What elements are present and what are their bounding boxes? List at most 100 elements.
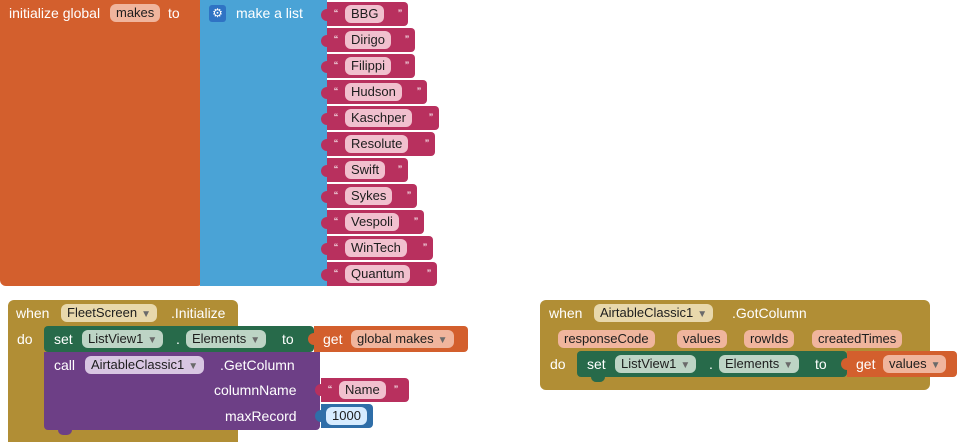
get-label: get xyxy=(856,356,876,372)
chevron-down-icon: ▼ xyxy=(437,335,448,346)
text-block-tab xyxy=(321,113,328,125)
to-label: to xyxy=(815,356,827,372)
list-item-text-block[interactable]: “ WinTech ” xyxy=(327,236,433,260)
column-name-value[interactable]: Name xyxy=(339,381,386,399)
list-item-text-block[interactable]: “ Filippi ” xyxy=(327,54,415,78)
list-item-value[interactable]: Swift xyxy=(345,161,386,179)
max-record-number-block[interactable]: 1000 xyxy=(321,404,373,428)
open-quote-icon: “ xyxy=(328,383,332,397)
text-block-tab xyxy=(315,384,322,396)
column-name-text-block[interactable]: “ Name ” xyxy=(321,378,409,402)
get-global-makes-block[interactable]: get global makes ▼ xyxy=(314,326,468,352)
list-item-text-block[interactable]: “ Resolute ” xyxy=(327,132,435,156)
list-item-value[interactable]: Sykes xyxy=(345,187,393,205)
call-block-notch xyxy=(58,429,72,435)
get-values-block[interactable]: get values ▼ xyxy=(847,351,957,377)
close-quote-icon: ” xyxy=(423,241,427,255)
text-block-tab xyxy=(321,217,328,229)
list-item-value[interactable]: Hudson xyxy=(345,83,402,101)
do-label: do xyxy=(17,331,33,347)
chevron-down-icon: ▼ xyxy=(697,309,708,320)
text-block-tab xyxy=(321,269,328,281)
list-item-text-block[interactable]: “ Quantum ” xyxy=(327,262,437,286)
param-created-times[interactable]: createdTimes xyxy=(812,330,903,348)
gear-icon[interactable]: ⚙ xyxy=(209,5,226,22)
chevron-down-icon: ▼ xyxy=(141,309,151,320)
get-label: get xyxy=(323,331,343,347)
list-item-text-block[interactable]: “ Hudson ” xyxy=(327,80,427,104)
chevron-down-icon: ▼ xyxy=(783,360,794,371)
param-row-ids[interactable]: rowIds xyxy=(744,330,795,348)
list-item-value[interactable]: Resolute xyxy=(345,135,409,153)
list-item-value[interactable]: BBG xyxy=(345,5,385,23)
list-item-text-block[interactable]: “ BBG ” xyxy=(327,2,408,26)
text-block-tab xyxy=(321,35,328,47)
get-variable-dropdown[interactable]: global makes ▼ xyxy=(351,330,454,348)
when-label: when xyxy=(16,305,50,321)
list-item-text-block[interactable]: “ Sykes ” xyxy=(327,184,417,208)
set-label: set xyxy=(587,356,606,372)
list-item-value[interactable]: Quantum xyxy=(345,265,411,283)
close-quote-icon: ” xyxy=(417,85,421,99)
text-block-tab xyxy=(321,191,328,203)
when-label: when xyxy=(549,305,583,321)
open-quote-icon: “ xyxy=(334,267,338,281)
property-dropdown[interactable]: Elements ▼ xyxy=(719,355,800,373)
list-item-value[interactable]: Vespoli xyxy=(345,213,399,231)
close-quote-icon: ” xyxy=(405,59,409,73)
list-item-value[interactable]: Kaschper xyxy=(345,109,412,127)
max-record-value[interactable]: 1000 xyxy=(326,407,367,425)
method-name: .GetColumn xyxy=(220,357,295,373)
call-label: call xyxy=(54,357,76,373)
open-quote-icon: “ xyxy=(334,111,338,125)
close-quote-icon: ” xyxy=(398,163,402,177)
chevron-down-icon: ▼ xyxy=(188,361,199,372)
open-quote-icon: “ xyxy=(334,189,338,203)
param-values[interactable]: values xyxy=(677,330,727,348)
chevron-down-icon: ▼ xyxy=(250,335,261,346)
call-component-dropdown[interactable]: AirtableClassic1 ▼ xyxy=(85,356,205,374)
event-name: .GotColumn xyxy=(732,305,807,321)
component-dropdown[interactable]: FleetScreen ▼ xyxy=(61,304,157,322)
listview-component-dropdown[interactable]: ListView1 ▼ xyxy=(82,330,164,348)
open-quote-icon: “ xyxy=(334,215,338,229)
open-quote-icon: “ xyxy=(334,163,338,177)
param-response-code[interactable]: responseCode xyxy=(558,330,655,348)
list-item-value[interactable]: WinTech xyxy=(345,239,407,257)
list-item-text-block[interactable]: “ Vespoli ” xyxy=(327,210,424,234)
make-a-list-block[interactable]: ⚙ make a list xyxy=(200,0,327,286)
dot-separator: . xyxy=(709,356,713,372)
list-item-value[interactable]: Filippi xyxy=(345,57,391,75)
variable-name-field[interactable]: makes xyxy=(110,4,161,22)
number-block-tab xyxy=(315,410,322,422)
open-quote-icon: “ xyxy=(334,59,338,73)
text-block-tab xyxy=(321,87,328,99)
airtable-component-dropdown[interactable]: AirtableClassic1 ▼ xyxy=(594,304,714,322)
text-block-tab xyxy=(321,243,328,255)
text-block-tab xyxy=(321,61,328,73)
list-item-text-block[interactable]: “ Swift ” xyxy=(327,158,408,182)
open-quote-icon: “ xyxy=(334,85,338,99)
call-getcolumn-block[interactable]: call AirtableClassic1 ▼ .GetColumn column… xyxy=(44,352,320,430)
do-label: do xyxy=(550,356,566,372)
initialize-global-label: initialize global xyxy=(9,5,101,21)
close-quote-icon: ” xyxy=(394,383,398,397)
list-item-text-block[interactable]: “ Dirigo ” xyxy=(327,28,415,52)
event-name: .Initialize xyxy=(171,305,226,321)
list-item-value[interactable]: Dirigo xyxy=(345,31,391,49)
close-quote-icon: ” xyxy=(407,189,411,203)
dot-separator: . xyxy=(176,331,180,347)
close-quote-icon: ” xyxy=(427,267,431,281)
get-variable-dropdown[interactable]: values ▼ xyxy=(883,355,947,373)
to-label: to xyxy=(282,331,294,347)
close-quote-icon: ” xyxy=(425,137,429,151)
set-listview-elements-block[interactable]: set ListView1 ▼ . Elements ▼ to xyxy=(44,326,314,352)
listview-component-dropdown[interactable]: ListView1 ▼ xyxy=(615,355,697,373)
to-label: to xyxy=(168,5,180,21)
chevron-down-icon: ▼ xyxy=(147,335,158,346)
max-record-label: maxRecord xyxy=(225,408,297,424)
list-item-text-block[interactable]: “ Kaschper ” xyxy=(327,106,439,130)
initialize-global-block[interactable]: initialize global makes to xyxy=(0,0,203,286)
set-listview-elements-block[interactable]: set ListView1 ▼ . Elements ▼ to xyxy=(577,351,847,377)
property-dropdown[interactable]: Elements ▼ xyxy=(186,330,267,348)
